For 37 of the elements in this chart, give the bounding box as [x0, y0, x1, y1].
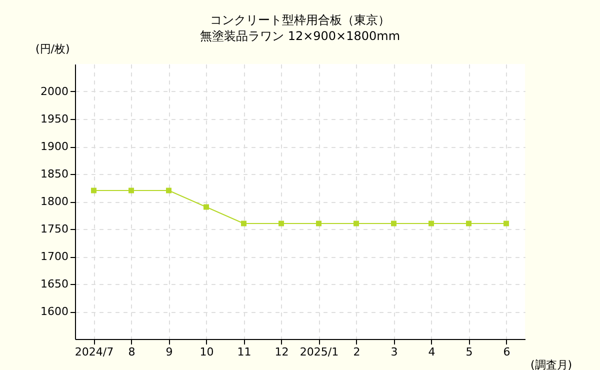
x-tick-label: 2025/1 — [300, 346, 339, 358]
x-tick-label: 12 — [274, 346, 289, 358]
point — [316, 220, 322, 226]
point — [128, 188, 134, 194]
point — [204, 204, 209, 210]
x-tick-label: 2024/7 — [74, 346, 114, 358]
x-tick-label: 11 — [237, 346, 252, 358]
point — [166, 188, 172, 194]
y-tick-label: 1950 — [40, 112, 68, 126]
y-tick-label: 1750 — [40, 222, 68, 236]
x-tick-label: 9 — [166, 346, 173, 358]
x-tick-label: 6 — [503, 346, 510, 358]
chart-title: コンクリート型枠用合板（東京） — [210, 13, 390, 27]
y-tick-label: 1850 — [40, 168, 68, 180]
x-tick-label: 10 — [200, 346, 214, 358]
point — [241, 220, 246, 226]
y-tick-label: 1700 — [40, 250, 68, 263]
y-tick-label: 1800 — [40, 195, 68, 208]
point — [354, 220, 359, 226]
point — [504, 220, 509, 226]
x-tick-label: 5 — [466, 346, 473, 358]
point — [391, 220, 396, 226]
y-tick-label: 1600 — [40, 305, 68, 318]
x-tick-label: 8 — [128, 346, 136, 358]
point — [466, 220, 472, 226]
point — [278, 220, 284, 226]
point — [91, 188, 96, 194]
y-axis-title: (円/枚) — [36, 42, 70, 56]
x-axis-title: (調査月) — [530, 358, 572, 370]
y-tick-label: 1900 — [40, 140, 68, 153]
point — [428, 220, 434, 226]
x-tick-label: 3 — [390, 346, 398, 358]
x-tick-label: 4 — [428, 346, 436, 358]
x-tick-label: 2 — [353, 346, 360, 358]
y-tick-label: 2000 — [40, 85, 68, 98]
chart-subtitle: 無塗装品ラワン 12×900×1800mm — [200, 29, 400, 43]
y-tick-label: 1650 — [40, 278, 68, 290]
